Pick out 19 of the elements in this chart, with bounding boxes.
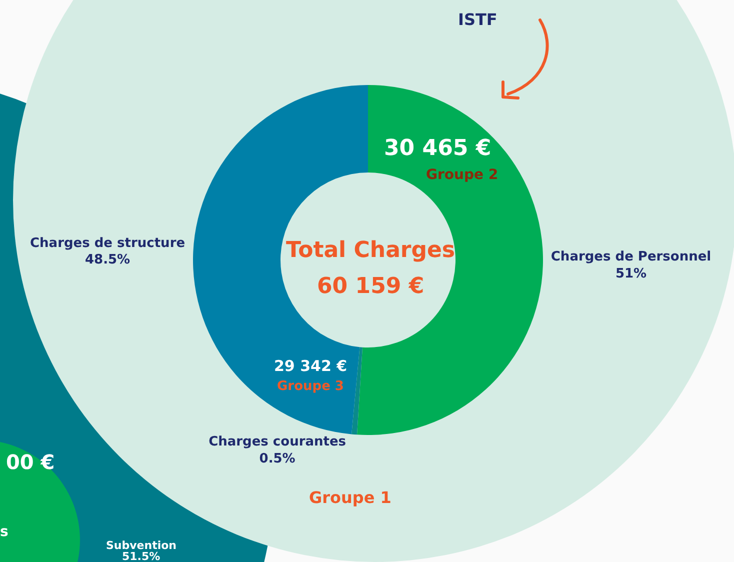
text: 00 € <box>6 450 55 474</box>
data-label: 0.5% <box>259 451 296 466</box>
data-label: 48.5% <box>84 252 130 268</box>
text: Groupe 3 <box>277 379 344 394</box>
text: 60 159 € <box>317 274 424 299</box>
slice-label: Charges courantes <box>208 434 346 450</box>
donut-slice <box>352 347 363 435</box>
text: s <box>0 524 8 540</box>
text: ISTF <box>458 10 498 29</box>
text: 51.5% <box>122 550 160 562</box>
data-label: 51% <box>615 266 647 282</box>
text: Subvention <box>106 539 177 552</box>
text: Groupe 1 <box>309 488 392 507</box>
text: Total Charges <box>286 238 456 263</box>
slice-label: Charges de Personnel <box>550 250 712 265</box>
slice-label: Charges de structure <box>30 236 186 251</box>
text: 29 342 € <box>274 357 348 375</box>
text: Groupe 2 <box>426 167 498 183</box>
text: 30 465 € <box>384 136 492 161</box>
